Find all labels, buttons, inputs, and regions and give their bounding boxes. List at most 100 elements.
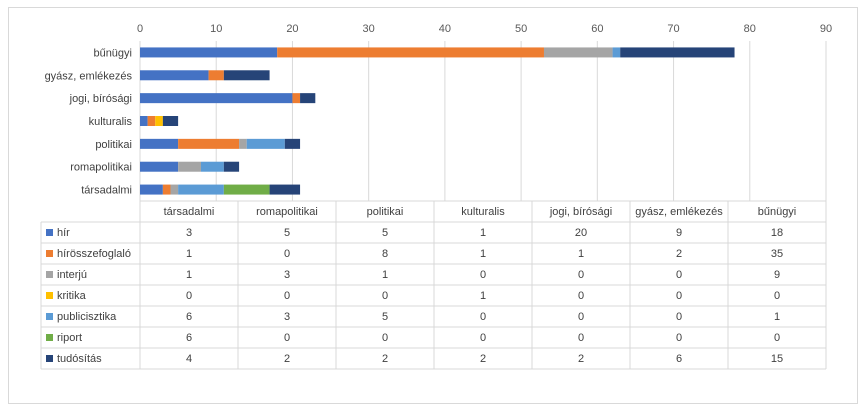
table-value: 0 xyxy=(382,332,388,344)
table-value: 0 xyxy=(284,290,290,302)
category-label: romapolitikai xyxy=(70,162,132,174)
table-value: 6 xyxy=(676,353,682,365)
legend-series-name: hírösszefoglaló xyxy=(57,248,131,260)
bar-segment xyxy=(170,184,179,195)
bar-segment xyxy=(140,93,293,104)
table-column-header: romapolitikai xyxy=(256,206,318,218)
table-value: 15 xyxy=(771,353,783,365)
legend-series-name: kritika xyxy=(57,290,87,302)
bar-segment xyxy=(200,161,224,172)
table-value: 2 xyxy=(676,248,682,260)
table-value: 2 xyxy=(284,353,290,365)
x-tick-label: 0 xyxy=(137,23,143,35)
bar-segment xyxy=(223,184,270,195)
bar-segment xyxy=(155,116,163,126)
table-value: 0 xyxy=(676,332,682,344)
table-value: 5 xyxy=(382,227,388,239)
bar-segment xyxy=(147,116,156,126)
legend-swatch xyxy=(46,313,53,320)
table-value: 0 xyxy=(578,311,584,323)
table-value: 0 xyxy=(774,290,780,302)
table-value: 0 xyxy=(578,332,584,344)
table-value: 6 xyxy=(186,332,192,344)
table-value: 0 xyxy=(186,290,192,302)
x-tick-label: 30 xyxy=(363,23,375,35)
bar-segment xyxy=(543,47,613,58)
x-tick-label: 10 xyxy=(210,23,222,35)
bar-segment xyxy=(223,70,270,81)
table-value: 1 xyxy=(186,269,192,281)
legend-swatch xyxy=(46,334,53,341)
x-tick-label: 20 xyxy=(286,23,298,35)
legend-swatch xyxy=(46,292,53,299)
table-value: 20 xyxy=(575,227,587,239)
legend-series-name: interjú xyxy=(57,269,87,281)
table-value: 35 xyxy=(771,248,783,260)
table-value: 3 xyxy=(284,269,290,281)
bar-segment xyxy=(140,70,209,81)
x-tick-label: 70 xyxy=(667,23,679,35)
legend-swatch xyxy=(46,250,53,257)
table-value: 0 xyxy=(382,290,388,302)
table-value: 0 xyxy=(480,311,486,323)
legend-swatch xyxy=(46,271,53,278)
table-value: 1 xyxy=(480,290,486,302)
bar-segment xyxy=(612,47,621,58)
bar-segment xyxy=(140,138,179,149)
bar-segment xyxy=(178,138,240,149)
category-label: kulturalis xyxy=(89,116,133,128)
bar-segment xyxy=(162,116,179,126)
bar-segment xyxy=(269,184,301,195)
table-column-header: jogi, bírósági xyxy=(549,206,612,218)
category-label: bűnügyi xyxy=(93,47,132,59)
bar-segment xyxy=(292,93,301,104)
table-value: 4 xyxy=(186,353,192,365)
table-value: 0 xyxy=(676,290,682,302)
legend-swatch xyxy=(46,355,53,362)
category-label: politikai xyxy=(95,139,132,151)
table-value: 0 xyxy=(676,269,682,281)
x-tick-label: 50 xyxy=(515,23,527,35)
table-value: 1 xyxy=(774,311,780,323)
table-value: 6 xyxy=(186,311,192,323)
table-column-header: gyász, emlékezés xyxy=(635,206,723,218)
table-column-header: társadalmi xyxy=(164,206,215,218)
table-value: 9 xyxy=(774,269,780,281)
table-value: 5 xyxy=(382,311,388,323)
legend-series-name: publicisztika xyxy=(57,311,117,323)
category-label: társadalmi xyxy=(81,185,132,197)
bar-segment xyxy=(140,47,278,58)
bar-segment xyxy=(223,161,240,172)
table-column-header: bűnügyi xyxy=(758,206,797,218)
legend-series-name: riport xyxy=(57,332,82,344)
table-value: 3 xyxy=(284,311,290,323)
table-value: 0 xyxy=(284,332,290,344)
bar-segment xyxy=(277,47,544,58)
table-value: 2 xyxy=(480,353,486,365)
table-value: 0 xyxy=(774,332,780,344)
table-value: 5 xyxy=(284,227,290,239)
table-value: 18 xyxy=(771,227,783,239)
legend-swatch xyxy=(46,229,53,236)
table-value: 0 xyxy=(578,269,584,281)
bar-segment xyxy=(140,116,148,126)
x-tick-label: 60 xyxy=(591,23,603,35)
table-value: 1 xyxy=(480,248,486,260)
x-tick-label: 40 xyxy=(439,23,451,35)
bar-segment xyxy=(162,184,171,195)
table-value: 1 xyxy=(382,269,388,281)
table-column-header: kulturalis xyxy=(461,206,505,218)
table-value: 0 xyxy=(480,269,486,281)
category-label: jogi, bírósági xyxy=(69,93,132,105)
bar-segment xyxy=(208,70,224,81)
bar-segment xyxy=(178,161,201,172)
x-tick-label: 90 xyxy=(820,23,832,35)
bar-segment xyxy=(140,161,179,172)
bar-segment xyxy=(284,138,301,149)
x-tick-label: 80 xyxy=(744,23,756,35)
chart-frame xyxy=(8,7,858,404)
bar-segment xyxy=(239,138,247,149)
bar-segment xyxy=(140,184,163,195)
table-column-header: politikai xyxy=(367,206,404,218)
